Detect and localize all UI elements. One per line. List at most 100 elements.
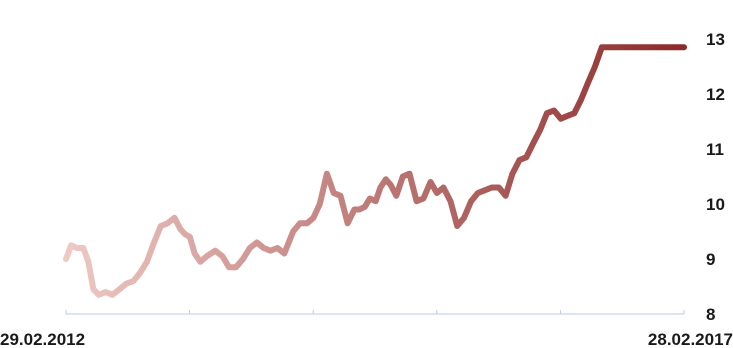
data-point	[383, 176, 389, 182]
data-point	[530, 141, 536, 146]
data-point	[290, 229, 296, 234]
data-point	[393, 193, 399, 199]
data-point	[489, 185, 495, 190]
data-point	[177, 226, 183, 232]
data-point	[158, 223, 164, 229]
data-point	[681, 44, 687, 50]
data-point	[544, 110, 550, 116]
data-point	[517, 157, 522, 163]
data-point	[503, 193, 509, 199]
data-point	[606, 44, 611, 50]
x-axis-end-label: 28.02.2017	[648, 330, 733, 348]
data-point	[414, 198, 420, 204]
data-point	[475, 190, 481, 196]
data-point	[204, 253, 210, 259]
data-point	[613, 44, 619, 50]
data-point	[388, 182, 394, 188]
data-point	[304, 220, 310, 226]
y-tick-label: 10	[706, 195, 725, 214]
data-point	[281, 251, 287, 256]
data-point	[620, 44, 626, 50]
data-point	[482, 187, 488, 193]
data-point	[338, 193, 343, 199]
data-point	[428, 179, 433, 185]
y-tick-label: 13	[706, 30, 725, 49]
data-point	[212, 248, 218, 254]
data-point	[117, 286, 122, 292]
data-point	[668, 44, 674, 50]
data-point	[324, 171, 330, 177]
data-point	[226, 264, 232, 270]
data-point	[123, 281, 129, 287]
data-point	[351, 207, 357, 212]
data-point	[151, 240, 157, 245]
data-point	[297, 220, 303, 226]
data-point	[103, 289, 109, 295]
data-point	[187, 234, 193, 240]
data-point	[537, 127, 543, 133]
data-point	[400, 174, 406, 179]
data-point	[377, 185, 383, 190]
data-point	[197, 259, 203, 265]
data-point	[558, 116, 564, 122]
data-point	[640, 44, 646, 50]
data-point	[461, 215, 467, 221]
y-tick-label: 11	[706, 140, 724, 159]
data-point	[345, 220, 351, 226]
data-point	[90, 286, 96, 292]
data-point	[440, 185, 446, 190]
data-point	[310, 215, 316, 221]
y-tick-label: 9	[706, 250, 715, 269]
data-point	[331, 190, 337, 196]
y-axis-tick-labels: 8 9 10 11 12 13	[706, 30, 725, 324]
data-point	[109, 292, 115, 298]
data-point	[254, 240, 260, 245]
data-point	[137, 270, 143, 276]
data-point	[68, 242, 74, 248]
data-point	[585, 80, 591, 86]
data-point	[373, 198, 379, 204]
data-point	[165, 220, 170, 226]
data-point	[661, 44, 667, 50]
series-line	[63, 44, 687, 298]
data-point	[367, 196, 373, 201]
data-point	[247, 245, 253, 251]
data-point	[275, 245, 280, 251]
data-point	[633, 44, 639, 50]
data-point	[63, 256, 69, 262]
data-point	[74, 245, 80, 251]
series-line-group	[63, 44, 687, 298]
data-point	[261, 245, 267, 251]
data-point	[647, 44, 653, 50]
data-point	[496, 185, 502, 190]
data-point	[675, 44, 681, 50]
data-point	[654, 44, 660, 50]
data-point	[599, 44, 605, 50]
data-point	[454, 223, 460, 229]
data-point	[130, 278, 136, 284]
data-point	[96, 292, 102, 298]
data-point	[85, 259, 91, 265]
data-point	[564, 113, 570, 119]
data-point	[627, 44, 632, 50]
data-point	[144, 259, 150, 265]
data-point	[182, 231, 188, 237]
data-point	[267, 248, 273, 254]
data-point	[592, 64, 598, 69]
data-point	[571, 110, 577, 116]
y-tick-label: 12	[706, 85, 725, 104]
data-point	[434, 190, 440, 196]
data-point	[192, 251, 198, 256]
x-axis-start-label: 29.02.2012	[0, 330, 85, 348]
data-point	[509, 171, 515, 177]
data-point	[420, 196, 426, 201]
data-point	[356, 207, 362, 212]
data-point	[523, 154, 529, 160]
data-point	[407, 171, 412, 177]
data-point	[317, 201, 323, 207]
y-tick-label: 8	[706, 305, 715, 324]
data-point	[468, 198, 474, 204]
data-point	[448, 198, 453, 204]
data-point	[233, 264, 239, 270]
